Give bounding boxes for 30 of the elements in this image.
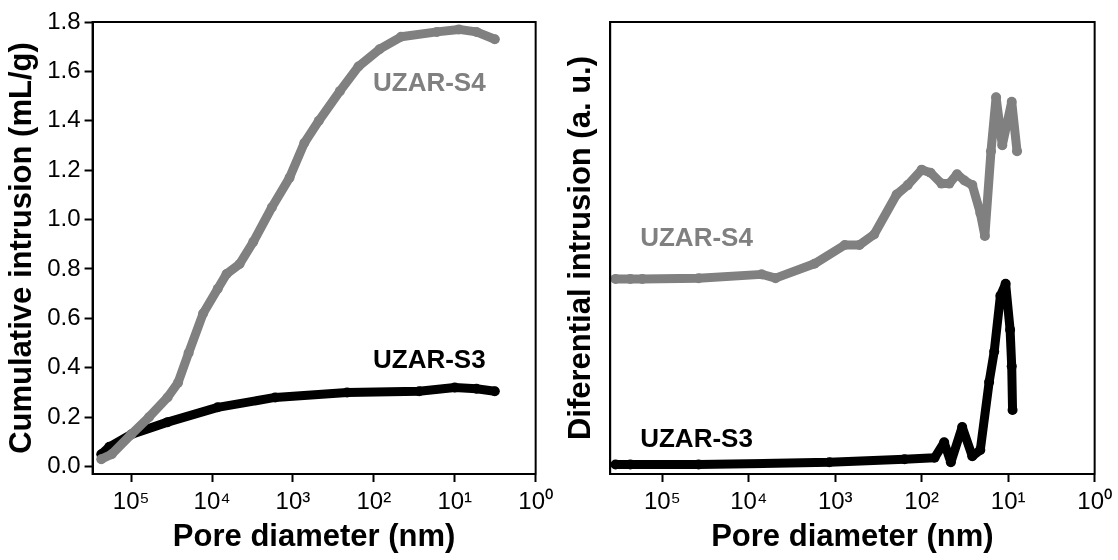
y-tick-label: 1.2 bbox=[47, 154, 81, 182]
x-tick-label: 10⁴ bbox=[730, 487, 768, 515]
x-axis-title: Pore diameter (nm) bbox=[711, 517, 994, 553]
y-tick-label: 1.0 bbox=[47, 204, 81, 232]
y-tick-label: 0.6 bbox=[47, 303, 81, 331]
y-tick-label: 1.6 bbox=[47, 56, 81, 84]
y-axis-title: Diferential intrusion (a. u.) bbox=[562, 55, 598, 441]
series-label: UZAR-S4 bbox=[640, 222, 754, 253]
x-tick-label: 10² bbox=[356, 487, 392, 515]
x-tick-label: 10⁵ bbox=[112, 487, 150, 515]
x-tick-label: 10¹ bbox=[437, 487, 473, 515]
x-tick-label: 10⁴ bbox=[193, 487, 231, 515]
x-tick-label: 10¹ bbox=[990, 487, 1026, 515]
series-label: UZAR-S3 bbox=[640, 422, 753, 453]
y-tick-label: 0.2 bbox=[47, 401, 81, 429]
series-label: UZAR-S3 bbox=[372, 344, 486, 375]
x-tick-label: 10⁰ bbox=[1077, 487, 1112, 515]
y-tick-label: 1.8 bbox=[47, 6, 81, 34]
y-tick-label: 1.4 bbox=[47, 105, 81, 133]
x-tick-label: 10² bbox=[904, 487, 940, 515]
x-tick-label: 10³ bbox=[275, 487, 311, 515]
y-tick-label: 0.4 bbox=[47, 352, 81, 380]
x-tick-label: 10⁵ bbox=[643, 487, 681, 515]
x-tick-label: 10⁰ bbox=[518, 487, 553, 515]
y-tick-label: 0.0 bbox=[47, 451, 81, 479]
x-axis-title: Pore diameter (nm) bbox=[172, 517, 456, 553]
series-label: UZAR-S4 bbox=[372, 67, 487, 98]
x-tick-label: 10³ bbox=[817, 487, 853, 515]
y-axis-title: Cumulative intrusion (mL/g) bbox=[3, 42, 39, 454]
y-tick-label: 0.8 bbox=[47, 253, 81, 281]
